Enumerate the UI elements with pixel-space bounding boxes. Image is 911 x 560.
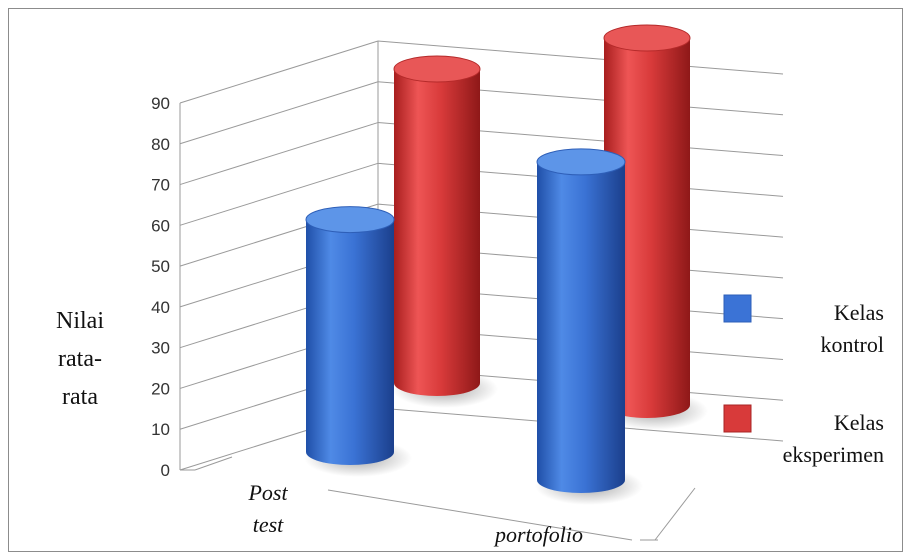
bar-top — [305, 206, 395, 234]
bar-top — [536, 148, 626, 176]
bar-kontrol-0 — [304, 206, 412, 477]
legend: Kelas kontrol Kelas eksperimen — [723, 294, 884, 467]
legend-item: Kelas eksperimen — [723, 404, 884, 467]
bar-eksperimen-1 — [602, 24, 708, 430]
y-tick-label: 90 — [151, 94, 170, 113]
legend-swatch — [723, 404, 752, 433]
bar-body — [394, 69, 480, 396]
y-tick-label: 10 — [151, 420, 170, 439]
legend-label: Kelas kontrol — [820, 300, 884, 357]
bar-top — [603, 24, 691, 52]
bar-top — [393, 55, 481, 83]
y-tick-label: 70 — [151, 176, 170, 195]
y-tick-label: 40 — [151, 298, 170, 317]
bar-body — [306, 219, 394, 465]
y-tick-label: 50 — [151, 257, 170, 276]
y-tick-labels: 0 10 20 30 40 50 60 70 80 90 — [151, 94, 170, 480]
floor-edge-right — [654, 487, 696, 541]
y-tick-label: 80 — [151, 135, 170, 154]
y-tick-label: 30 — [151, 339, 170, 358]
category-label: portofolio — [493, 522, 583, 547]
bar-body — [604, 38, 690, 418]
y-tick-label: 60 — [151, 216, 170, 235]
y-tick-label: 0 — [161, 461, 170, 480]
gridline-left — [179, 122, 379, 186]
category-label: Post test — [247, 480, 288, 537]
gridline-left — [179, 40, 379, 104]
y-tick-label: 20 — [151, 379, 170, 398]
legend-label: Kelas eksperimen — [783, 410, 884, 467]
floor-edge — [194, 456, 233, 471]
floor-edge-front — [327, 489, 633, 541]
category-labels: Post test portofolio — [247, 480, 583, 547]
gridline-back — [377, 40, 784, 75]
y-axis-label: Nilai rata-rata — [56, 308, 104, 410]
bar-body — [537, 161, 625, 493]
gridline-left — [179, 162, 379, 226]
bars — [304, 24, 708, 505]
legend-item: Kelas kontrol — [723, 294, 884, 357]
gridline-left — [179, 81, 379, 145]
legend-swatch — [723, 294, 752, 323]
bar-kontrol-1 — [535, 148, 643, 505]
bar-eksperimen-0 — [392, 55, 498, 408]
